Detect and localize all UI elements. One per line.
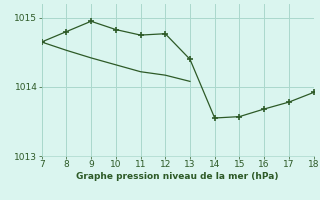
X-axis label: Graphe pression niveau de la mer (hPa): Graphe pression niveau de la mer (hPa) — [76, 172, 279, 181]
